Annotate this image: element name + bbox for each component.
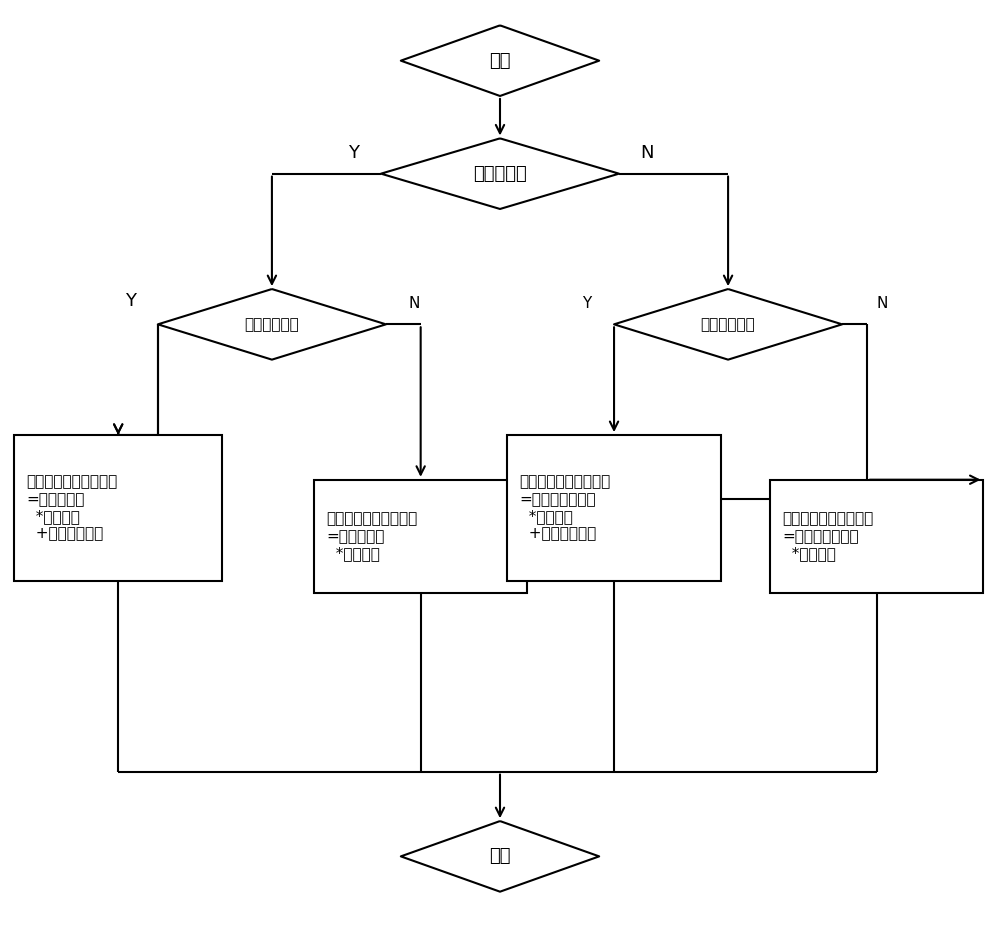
Bar [770, 480, 983, 593]
Text: Y: Y [348, 144, 359, 162]
Text: 残氧修正投入: 残氧修正投入 [701, 317, 755, 332]
Bar [314, 480, 527, 593]
Text: 残氧修正投入: 残氧修正投入 [245, 317, 299, 332]
Text: Y: Y [125, 292, 136, 310]
Text: Y: Y [582, 296, 591, 311]
Text: 结束: 结束 [489, 847, 511, 865]
Text: 计算实际使用的空燃比
=理论空燃比
  *过剩系数
  +残氧快速补偿: 计算实际使用的空燃比 =理论空燃比 *过剩系数 +残氧快速补偿 [26, 474, 117, 542]
Bar [507, 435, 721, 581]
Text: 计算实际使用的空燃比
=理论空燃比
  *过剩系数: 计算实际使用的空燃比 =理论空燃比 *过剩系数 [326, 511, 417, 561]
Text: N: N [876, 296, 887, 311]
Text: 计算实际使用的空燃比
=操作设定空燃比
  *过剩系数
  +残氧快速补偿: 计算实际使用的空燃比 =操作设定空燃比 *过剩系数 +残氧快速补偿 [519, 474, 611, 542]
Text: 热值仪投入: 热值仪投入 [473, 164, 527, 182]
Text: N: N [640, 144, 654, 162]
Text: 开始: 开始 [489, 51, 511, 69]
Bar [14, 435, 222, 581]
Text: 计算实际使用的空燃比
=操作设定空燃比
  *过剩系数: 计算实际使用的空燃比 =操作设定空燃比 *过剩系数 [782, 511, 873, 561]
Text: N: N [408, 296, 419, 311]
